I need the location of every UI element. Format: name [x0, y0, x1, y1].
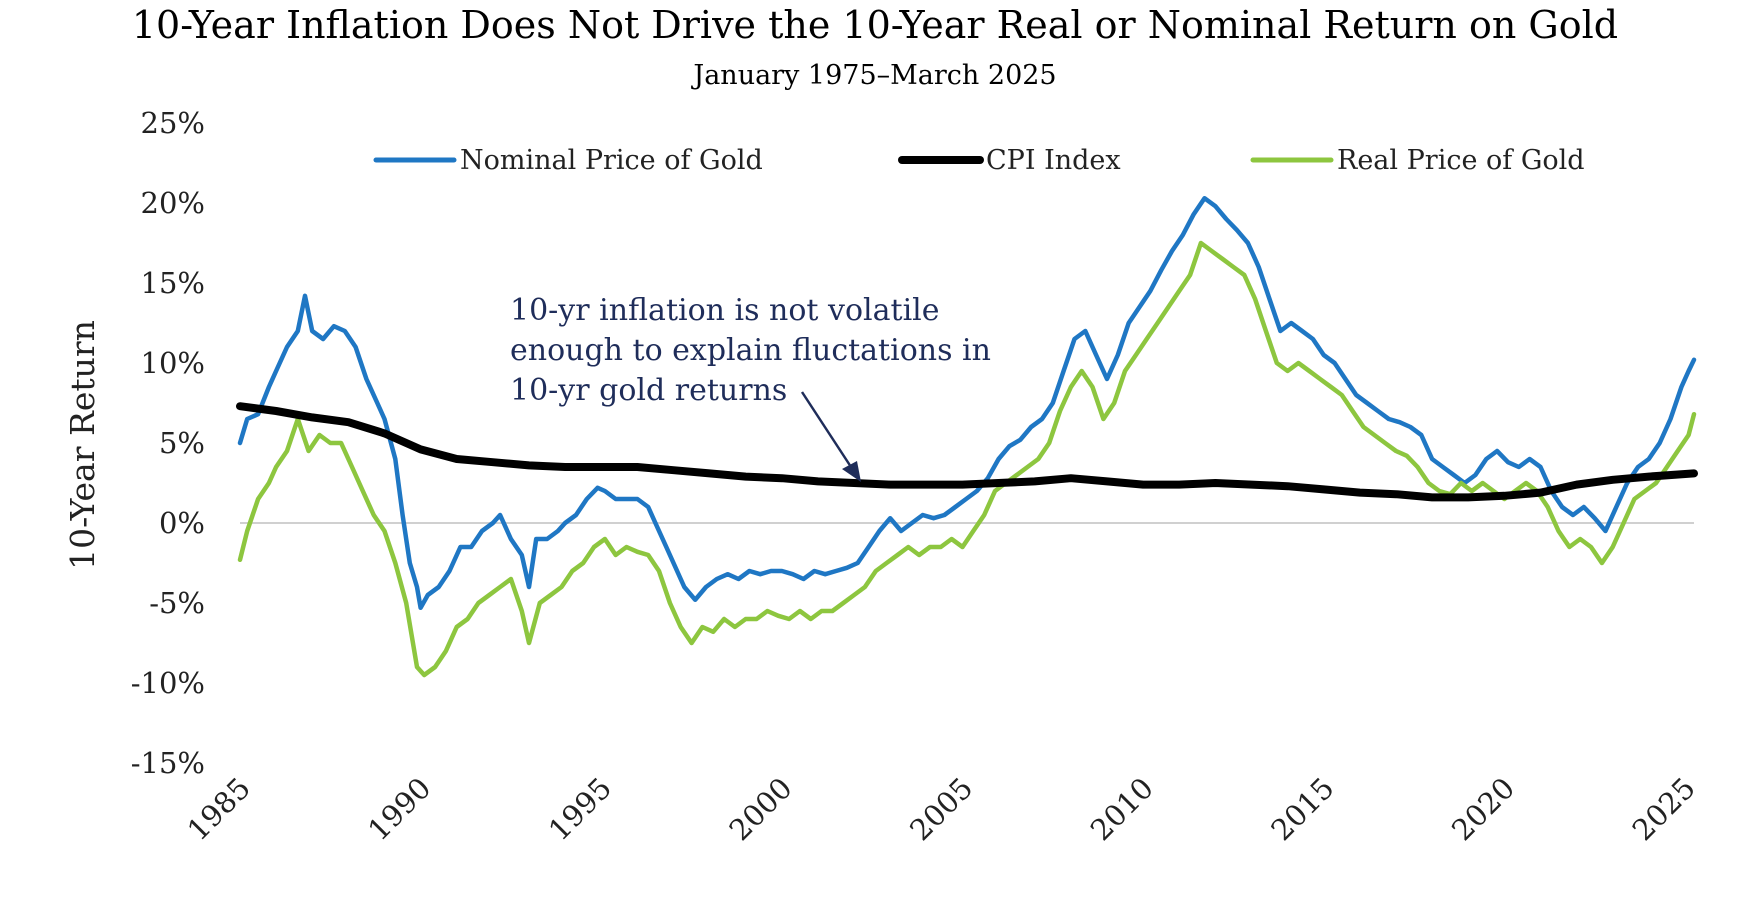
y-tick-label: 0% [159, 506, 205, 540]
y-tick-label: -5% [149, 586, 205, 620]
x-tick-label: 2005 [903, 771, 979, 847]
annotation-text: 10-yr gold returns [510, 373, 787, 408]
legend: Nominal Price of Gold CPI Index Real Price… [373, 145, 1585, 176]
annotation-text: 10-yr inflation is not volatile [510, 293, 940, 328]
y-tick-label: 15% [141, 266, 205, 300]
annotation-arrowhead [842, 461, 861, 482]
x-tick-label: 1990 [361, 771, 437, 847]
series-line-cpi-index [236, 402, 1698, 502]
y-tick-label: -10% [131, 666, 205, 700]
x-tick-label: 2025 [1626, 771, 1702, 847]
legend-label: CPI Index [986, 145, 1121, 176]
annotation-text: enough to explain fluctations in [510, 333, 991, 368]
x-tick-label: 2015 [1264, 771, 1340, 847]
legend-label: Real Price of Gold [1337, 145, 1585, 176]
x-axis-ticks: 1985 1990 1995 2000 2005 2010 2015 2020 2025 [181, 771, 1702, 847]
annotation-arrow [800, 391, 855, 471]
series-line-real-price-of-gold [237, 240, 1697, 678]
x-tick-label: 1985 [181, 771, 257, 847]
series-layer [236, 195, 1698, 678]
annotation: 10-yr inflation is not volatile enough to… [510, 293, 991, 482]
legend-label: Nominal Price of Gold [460, 145, 763, 176]
y-tick-label: -15% [131, 746, 205, 780]
x-tick-label: 1995 [542, 771, 618, 847]
y-tick-label: 5% [159, 426, 205, 460]
y-tick-label: 10% [141, 346, 205, 380]
chart-subtitle: January 1975–March 2025 [690, 60, 1056, 91]
y-tick-label: 25% [141, 106, 205, 140]
y-axis-ticks: -15% -10% -5% 0% 5% 10% 15% 20% 25% [131, 106, 205, 780]
series-line-nominal-price-of-gold [237, 195, 1697, 611]
y-tick-label: 20% [141, 186, 205, 220]
y-axis-title: 10-Year Return [63, 320, 102, 570]
x-tick-label: 2010 [1084, 771, 1160, 847]
chart-title: 10-Year Inflation Does Not Drive the 10-… [132, 3, 1618, 47]
x-tick-label: 2020 [1445, 771, 1521, 847]
x-tick-label: 2000 [723, 771, 799, 847]
